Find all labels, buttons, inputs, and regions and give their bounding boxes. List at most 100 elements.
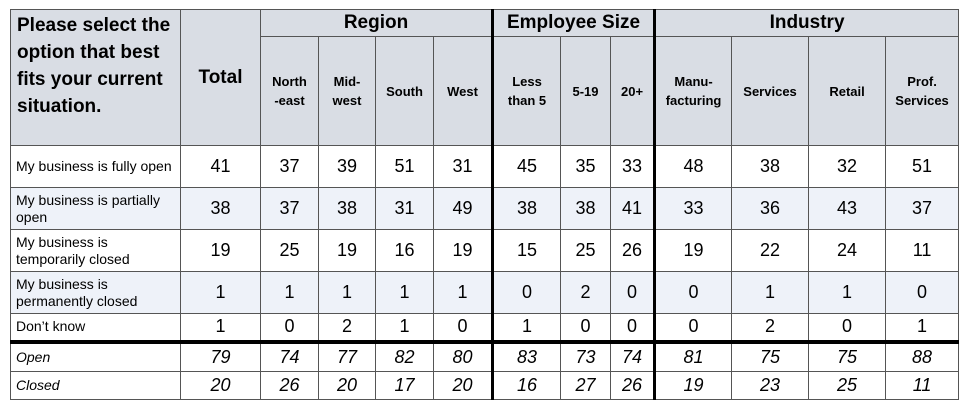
data-row: My business is permanently closed 1 1 1 1 1 0 2… <box>10 271 960 314</box>
row-label: Closed <box>10 370 181 400</box>
value-cell: 11 <box>885 229 960 272</box>
column-header: South <box>375 36 434 146</box>
value-cell: 1 <box>808 271 887 314</box>
value-cell: 19 <box>318 229 376 272</box>
value-cell: 20 <box>432 370 494 400</box>
value-cell: 38 <box>318 187 376 230</box>
group-header: Region <box>259 9 494 37</box>
value-cell: 0 <box>491 271 562 314</box>
value-cell: 15 <box>491 229 562 272</box>
column-header: Services <box>731 36 810 146</box>
value-cell: 38 <box>731 145 810 188</box>
value-cell: 26 <box>260 370 319 400</box>
value-cell: 1 <box>432 271 494 314</box>
value-cell: 19 <box>653 370 733 400</box>
value-cell: 35 <box>560 145 612 188</box>
value-cell: 0 <box>653 271 733 314</box>
value-cell: 0 <box>653 313 733 342</box>
row-label: Open <box>10 339 181 372</box>
value-cell: 75 <box>731 339 810 372</box>
value-cell: 77 <box>318 339 376 372</box>
value-cell: 0 <box>808 313 887 342</box>
value-cell: 1 <box>491 313 562 342</box>
value-cell: 75 <box>808 339 887 372</box>
row-label: My business is temporarily closed <box>10 229 181 272</box>
value-cell: 20 <box>180 370 261 400</box>
column-header: Retail <box>808 36 887 146</box>
value-cell: 0 <box>885 271 960 314</box>
value-cell: 19 <box>180 229 261 272</box>
value-cell: 82 <box>375 339 434 372</box>
value-cell: 11 <box>885 370 960 400</box>
value-cell: 26 <box>610 229 656 272</box>
value-cell: 17 <box>375 370 434 400</box>
value-cell: 16 <box>491 370 562 400</box>
value-cell: 0 <box>610 313 656 342</box>
value-cell: 25 <box>260 229 319 272</box>
column-header: Prof. Services <box>885 36 960 146</box>
value-cell: 1 <box>180 271 261 314</box>
value-cell: 16 <box>375 229 434 272</box>
value-cell: 25 <box>808 370 887 400</box>
value-cell: 88 <box>885 339 960 372</box>
group-header: Industry <box>653 9 960 37</box>
value-cell: 32 <box>808 145 887 188</box>
value-cell: 1 <box>260 271 319 314</box>
value-cell: 2 <box>318 313 376 342</box>
value-cell: 36 <box>731 187 810 230</box>
value-cell: 31 <box>432 145 494 188</box>
value-cell: 19 <box>432 229 494 272</box>
subheader-row: North -east Mid- west South West Less than 5… <box>11 36 960 146</box>
value-cell: 41 <box>610 187 656 230</box>
value-cell: 38 <box>491 187 562 230</box>
value-cell: 31 <box>375 187 434 230</box>
column-header: West <box>432 36 494 146</box>
row-label: Don’t know <box>10 313 181 342</box>
column-header: Less than 5 <box>491 36 562 146</box>
value-cell: 38 <box>560 187 612 230</box>
value-cell: 22 <box>731 229 810 272</box>
value-cell: 0 <box>260 313 319 342</box>
value-cell: 43 <box>808 187 887 230</box>
total-header: Total <box>180 9 261 146</box>
data-row: My business is partially open 38 37 38 31 49 3… <box>10 187 960 230</box>
value-cell: 38 <box>180 187 261 230</box>
data-row: Don’t know 1 0 2 1 0 1 0 0 0 2 0 1 <box>10 313 960 342</box>
value-cell: 41 <box>180 145 261 188</box>
value-cell: 19 <box>653 229 733 272</box>
value-cell: 24 <box>808 229 887 272</box>
value-cell: 1 <box>885 313 960 342</box>
value-cell: 49 <box>432 187 494 230</box>
value-cell: 39 <box>318 145 376 188</box>
value-cell: 2 <box>560 271 612 314</box>
table-body: Please select the option that best fits … <box>10 9 960 400</box>
value-cell: 20 <box>318 370 376 400</box>
header-row: Please select the option that best fits … <box>10 9 960 146</box>
value-cell: 0 <box>610 271 656 314</box>
value-cell: 25 <box>560 229 612 272</box>
value-cell: 83 <box>491 339 562 372</box>
row-label: My business is fully open <box>10 145 181 188</box>
value-cell: 51 <box>375 145 434 188</box>
data-row: My business is fully open 41 37 39 51 31 45 35 3… <box>10 145 960 188</box>
value-cell: 33 <box>653 187 733 230</box>
summary-row: Open 79 74 77 82 80 83 73 74 81 75 75 88 <box>10 339 960 372</box>
value-cell: 33 <box>610 145 656 188</box>
value-cell: 1 <box>375 313 434 342</box>
value-cell: 0 <box>560 313 612 342</box>
value-cell: 0 <box>432 313 494 342</box>
row-label: My business is partially open <box>10 187 181 230</box>
value-cell: 37 <box>885 187 960 230</box>
value-cell: 45 <box>491 145 562 188</box>
value-cell: 73 <box>560 339 612 372</box>
value-cell: 23 <box>731 370 810 400</box>
value-cell: 74 <box>610 339 656 372</box>
value-cell: 48 <box>653 145 733 188</box>
row-label: My business is permanently closed <box>10 271 181 314</box>
value-cell: 1 <box>375 271 434 314</box>
column-header: 20+ <box>610 36 656 146</box>
value-cell: 81 <box>653 339 733 372</box>
summary-row: Closed 20 26 20 17 20 16 27 26 19 23 25 11 <box>10 370 960 400</box>
value-cell: 27 <box>560 370 612 400</box>
